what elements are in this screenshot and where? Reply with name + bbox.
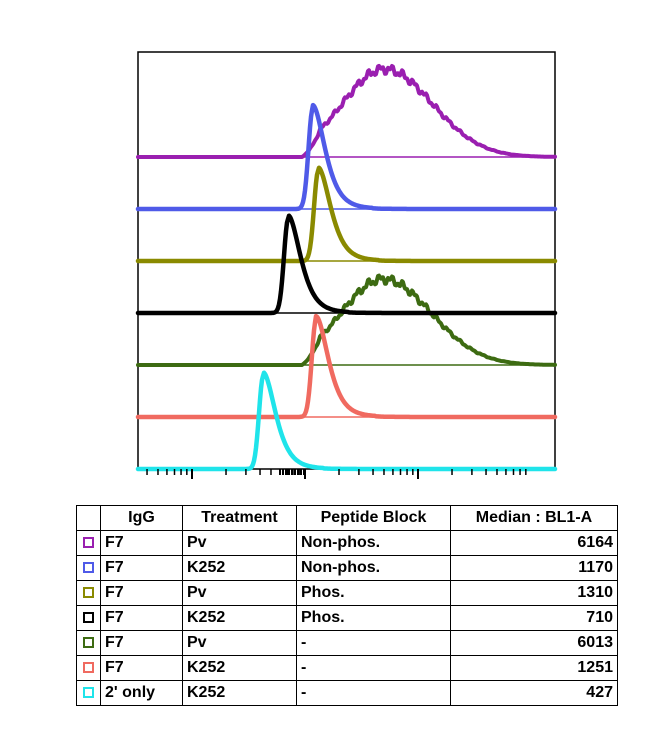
- legend-peptide-block: -: [296, 630, 451, 656]
- legend-header-row: IgG Treatment Peptide Block Median : BL1…: [76, 505, 618, 531]
- legend-median: 1251: [450, 655, 618, 681]
- legend-igg: F7: [100, 580, 183, 606]
- legend-treatment: K252: [182, 555, 297, 581]
- histogram-curve-0: [136, 63, 557, 159]
- header-igg: IgG: [100, 505, 183, 531]
- legend-peptide-block: Phos.: [296, 605, 451, 631]
- legend-igg: F7: [100, 555, 183, 581]
- legend-igg: F7: [100, 630, 183, 656]
- histogram-curve-5: [135, 313, 558, 420]
- legend-swatch-cell: [76, 605, 101, 631]
- legend-peptide-block: Non-phos.: [296, 530, 451, 556]
- legend-igg: 2' only: [100, 680, 183, 706]
- x-axis: [146, 469, 527, 479]
- legend-swatch-cell: [76, 530, 101, 556]
- histogram-curves: [135, 63, 558, 472]
- histogram-overlay-plot: [135, 51, 558, 479]
- legend-swatch-cell: [76, 630, 101, 656]
- legend-treatment: Pv: [182, 530, 297, 556]
- histogram-curve-4: [136, 273, 557, 367]
- legend-swatch: [83, 587, 94, 599]
- legend-treatment: Pv: [182, 630, 297, 656]
- legend-peptide-block: Non-phos.: [296, 555, 451, 581]
- legend-row: 2' only K252-427: [76, 680, 618, 706]
- legend-median: 6013: [450, 630, 618, 656]
- legend-table: IgG Treatment Peptide Block Median : BL1…: [76, 505, 618, 706]
- legend-treatment: K252: [182, 605, 297, 631]
- legend-swatch: [83, 662, 94, 674]
- legend-swatch-cell: [76, 555, 101, 581]
- legend-peptide-block: -: [296, 680, 451, 706]
- header-treatment: Treatment: [182, 505, 297, 531]
- header-swatch: [76, 505, 101, 531]
- histogram-curve-2: [135, 165, 558, 264]
- legend-swatch-cell: [76, 580, 101, 606]
- header-peptide-block: Peptide Block: [296, 505, 451, 531]
- histogram-curve-3: [135, 213, 558, 316]
- legend-median: 427: [450, 680, 618, 706]
- legend-igg: F7: [100, 655, 183, 681]
- header-median: Median : BL1-A: [450, 505, 618, 531]
- legend-igg: F7: [100, 530, 183, 556]
- legend-row: F7 Pv -6013: [76, 630, 618, 656]
- legend-median: 1170: [450, 555, 618, 581]
- legend-row: F7 K252 Non-phos. 1170: [76, 555, 618, 581]
- legend-swatch-cell: [76, 655, 101, 681]
- legend-peptide-block: Phos.: [296, 580, 451, 606]
- legend-treatment: K252: [182, 655, 297, 681]
- legend-treatment: K252: [182, 680, 297, 706]
- legend-median: 6164: [450, 530, 618, 556]
- legend-row: F7 K252-1251: [76, 655, 618, 681]
- legend-row: F7 Pv Phos. 1310: [76, 580, 618, 606]
- legend-swatch-cell: [76, 680, 101, 706]
- legend-swatch: [83, 537, 94, 549]
- histogram-curve-1: [135, 102, 558, 212]
- legend-swatch: [83, 612, 94, 624]
- legend-row: F7 Pv Non-phos. 6164: [76, 530, 618, 556]
- legend-igg: F7: [100, 605, 183, 631]
- legend-swatch: [83, 562, 94, 574]
- legend-peptide-block: -: [296, 655, 451, 681]
- legend-median: 710: [450, 605, 618, 631]
- legend-median: 1310: [450, 580, 618, 606]
- legend-treatment: Pv: [182, 580, 297, 606]
- legend-swatch: [83, 687, 94, 699]
- legend-swatch: [83, 637, 94, 649]
- legend-row: F7 K252 Phos. 710: [76, 605, 618, 631]
